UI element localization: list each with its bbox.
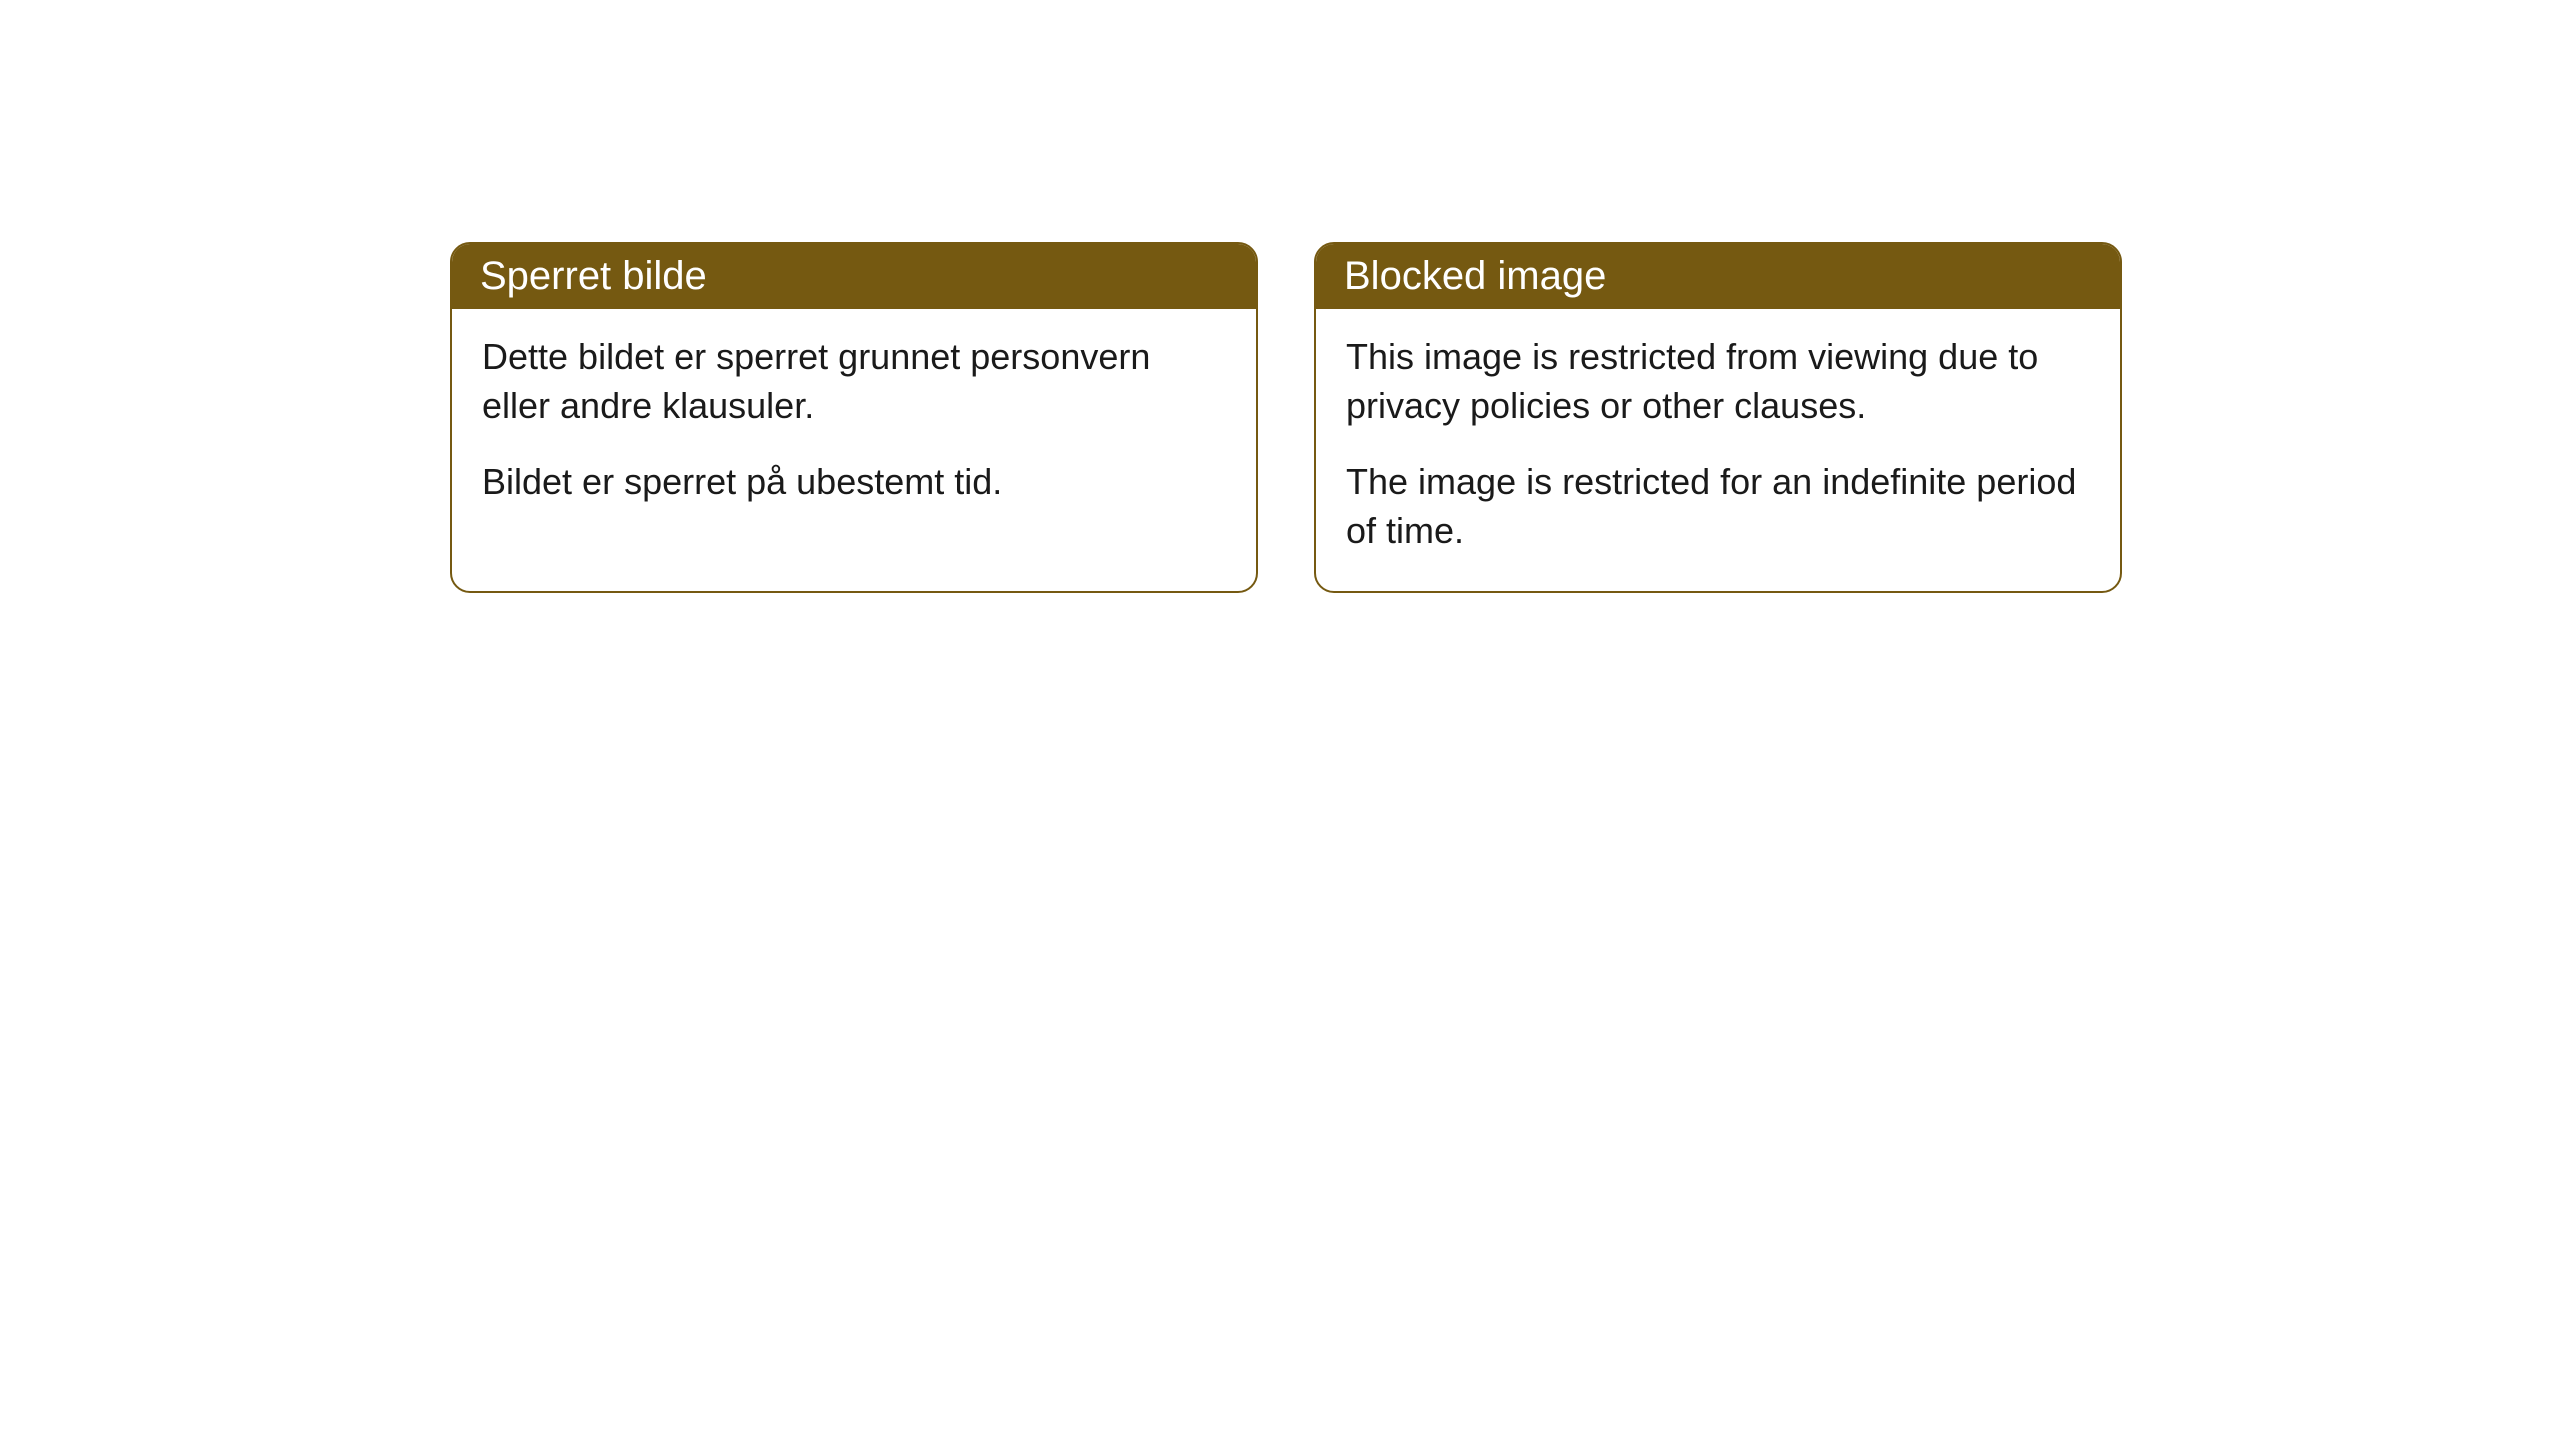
notice-cards-container: Sperret bilde Dette bildet er sperret gr…: [450, 242, 2122, 593]
card-text-no-1: Dette bildet er sperret grunnet personve…: [482, 333, 1226, 430]
card-header-en: Blocked image: [1316, 244, 2120, 309]
blocked-image-card-en: Blocked image This image is restricted f…: [1314, 242, 2122, 593]
card-text-en-2: The image is restricted for an indefinit…: [1346, 458, 2090, 555]
card-text-en-1: This image is restricted from viewing du…: [1346, 333, 2090, 430]
blocked-image-card-no: Sperret bilde Dette bildet er sperret gr…: [450, 242, 1258, 593]
card-body-en: This image is restricted from viewing du…: [1316, 309, 2120, 591]
card-text-no-2: Bildet er sperret på ubestemt tid.: [482, 458, 1226, 507]
card-header-no: Sperret bilde: [452, 244, 1256, 309]
card-body-no: Dette bildet er sperret grunnet personve…: [452, 309, 1256, 543]
